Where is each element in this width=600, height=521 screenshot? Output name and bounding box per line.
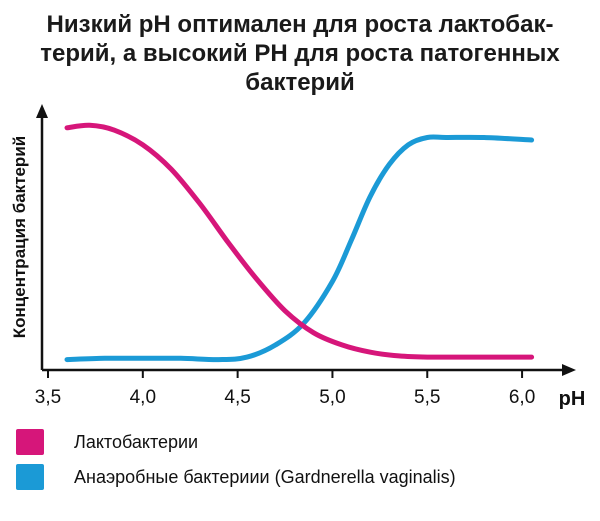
legend-swatch-lactobacteria: [16, 429, 44, 455]
x-tick-label: 5,5: [414, 387, 440, 408]
chart-title-line-3: бактерий: [245, 69, 355, 96]
chart-title-line-1: Низкий pH оптимален для роста лактобак-: [46, 11, 554, 38]
x-axis-label: pH: [559, 388, 586, 410]
legend-item-anaerobic: Анаэробные бактериии (Gardnerella vagina…: [16, 463, 456, 491]
legend-label-lactobacteria: Лактобактерии: [74, 431, 199, 452]
x-tick-label: 4,0: [130, 387, 156, 408]
y-axis-arrow: [36, 104, 48, 118]
series-layer: [64, 122, 535, 363]
x-tick-label: 6,0: [509, 387, 535, 408]
chart-title: Низкий pH оптимален для роста лактобак- …: [0, 10, 600, 97]
x-tick-label: 5,0: [319, 387, 345, 408]
legend-item-lactobacteria: Лактобактерии: [16, 428, 198, 456]
legend-swatch-anaerobic: [16, 464, 44, 490]
x-axis-arrow: [562, 364, 576, 376]
x-tick-label: 3,5: [35, 387, 61, 408]
legend-label-anaerobic: Анаэробные бактериии (Gardnerella vagina…: [74, 466, 456, 487]
x-tick-label: 4,5: [224, 387, 250, 408]
chart-title-line-2: терий, а высокий PH для роста патогенных: [40, 40, 560, 67]
axes: [36, 104, 576, 376]
tick-labels: 3,5 4,0 4,5 5,0 5,5 6,0 pH Концентрация бактери…: [10, 136, 585, 410]
series-line-lactobacteria: [64, 122, 535, 360]
series-line-anaerobic: [64, 134, 535, 363]
y-axis-label: Концентрация бактерий: [10, 136, 29, 338]
